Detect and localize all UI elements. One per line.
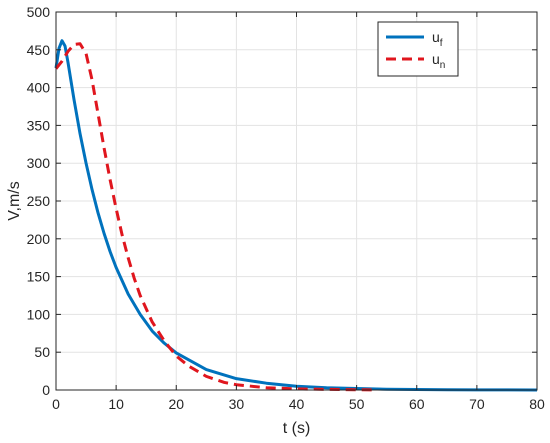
x-tick-label: 50 — [349, 396, 365, 412]
x-tick-label: 40 — [289, 396, 305, 412]
tick-labels: 0 10 20 30 40 50 60 70 80 0 50 100 150 200 250 300 350 40… — [27, 4, 545, 412]
series-line-u_f — [54, 39, 538, 392]
grid-lines — [55, 11, 538, 391]
y-tick-label: 0 — [42, 382, 50, 398]
x-axis-label: t (s) — [283, 420, 311, 437]
y-tick-label: 500 — [27, 4, 51, 20]
y-tick-label: 100 — [27, 306, 51, 322]
x-tick-label: 20 — [168, 396, 184, 412]
y-tick-label: 450 — [27, 42, 51, 58]
y-tick-label: 200 — [27, 231, 51, 247]
series-group — [54, 39, 538, 392]
x-tick-label: 10 — [108, 396, 124, 412]
y-tick-label: 350 — [27, 117, 51, 133]
series-line-u_n — [54, 42, 375, 392]
y-tick-label: 50 — [34, 344, 50, 360]
x-tick-label: 0 — [52, 396, 60, 412]
y-axis-label: V,m/s — [6, 181, 23, 220]
y-tick-label: 300 — [27, 155, 51, 171]
x-tick-label: 70 — [469, 396, 485, 412]
y-tick-label: 250 — [27, 193, 51, 209]
x-tick-label: 30 — [229, 396, 245, 412]
legend-box — [377, 21, 459, 77]
x-tick-label: 80 — [529, 396, 545, 412]
y-tick-label: 400 — [27, 80, 51, 96]
axes-frame — [55, 11, 538, 391]
legend-label-u_f: uf — [432, 29, 443, 49]
x-tick-label: 60 — [409, 396, 425, 412]
legend-label-u_n: un — [432, 51, 445, 71]
y-tick-label: 150 — [27, 269, 51, 285]
